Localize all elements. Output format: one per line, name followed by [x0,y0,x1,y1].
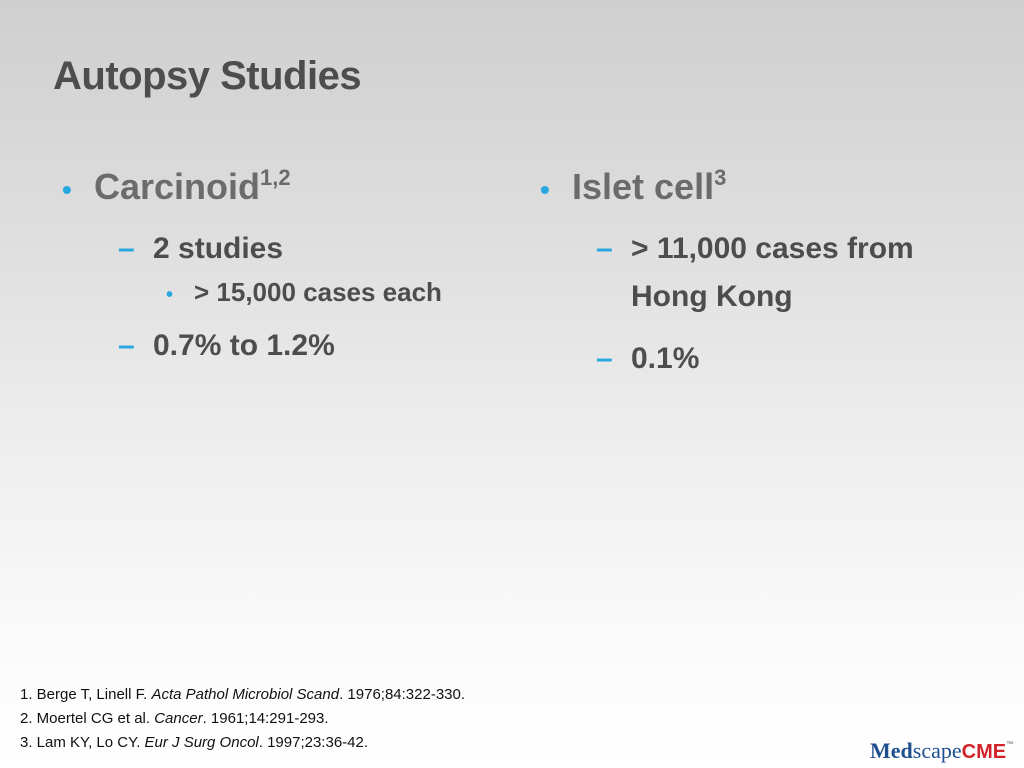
dash-icon: – [118,232,135,265]
logo-cme: CME [961,741,1007,763]
reference-journal: Eur J Surg Oncol [144,734,259,751]
islet-cell-rate-text: 0.1% [631,342,700,375]
medscape-cme-logo: MedscapeCME™ [870,730,1013,767]
right-column: • Islet cell3 – > 11,000 cases from Hong… [540,166,980,383]
logo-scape: scape [912,738,962,763]
carcinoid-label: Carcinoid1,2 [94,166,291,208]
dash-icon: – [596,232,613,265]
list-item: • > 15,000 cases each [166,275,502,312]
dash-icon: – [118,329,135,362]
reference-item: 1. Berge T, Linell F. Acta Pathol Microb… [20,683,465,707]
islet-cell-citation: 3 [714,165,727,190]
studies-count-text: 2 studies [153,232,284,265]
bullet-icon: • [540,174,550,205]
list-item: – 2 studies [118,225,502,273]
list-item: – 0.1% [596,335,980,383]
islet-cell-heading: • Islet cell3 [540,166,980,211]
bullet-icon: • [166,284,174,306]
hong-kong-cases-text: > 11,000 cases from Hong Kong [631,232,914,313]
logo-trademark: ™ [1006,741,1014,748]
carcinoid-rate-text: 0.7% to 1.2% [153,329,335,362]
carcinoid-text: Carcinoid [94,166,261,207]
reference-citation: . 1976;84:322-330. [339,686,466,703]
slide-title: Autopsy Studies [53,54,362,98]
reference-authors: 2. Moertel CG et al. [20,710,155,727]
bullet-icon: • [62,174,72,205]
islet-cell-text: Islet cell [572,166,715,207]
reference-item: 3. Lam KY, Lo CY. Eur J Surg Oncol. 1997… [20,731,465,755]
reference-item: 2. Moertel CG et al. Cancer. 1961;14:291… [20,707,465,731]
cases-each-text: > 15,000 cases each [194,277,442,307]
reference-authors: 1. Berge T, Linell F. [20,686,152,703]
reference-journal: Acta Pathol Microbiol Scand [151,686,340,703]
carcinoid-citation: 1,2 [260,165,291,190]
reference-authors: 3. Lam KY, Lo CY. [20,734,145,751]
list-item: – 0.7% to 1.2% [118,322,502,370]
logo-med: Med [870,738,913,763]
list-item: – > 11,000 cases from Hong Kong [596,225,980,321]
islet-cell-label: Islet cell3 [572,166,726,208]
left-column: • Carcinoid1,2 – 2 studies • > 15,000 ca… [62,166,502,370]
dash-icon: – [596,342,613,375]
carcinoid-heading: • Carcinoid1,2 [62,166,502,211]
reference-citation: . 1961;14:291-293. [202,710,329,727]
references: 1. Berge T, Linell F. Acta Pathol Microb… [20,683,465,755]
reference-journal: Cancer [154,710,203,727]
reference-citation: . 1997;23:36-42. [258,734,369,751]
